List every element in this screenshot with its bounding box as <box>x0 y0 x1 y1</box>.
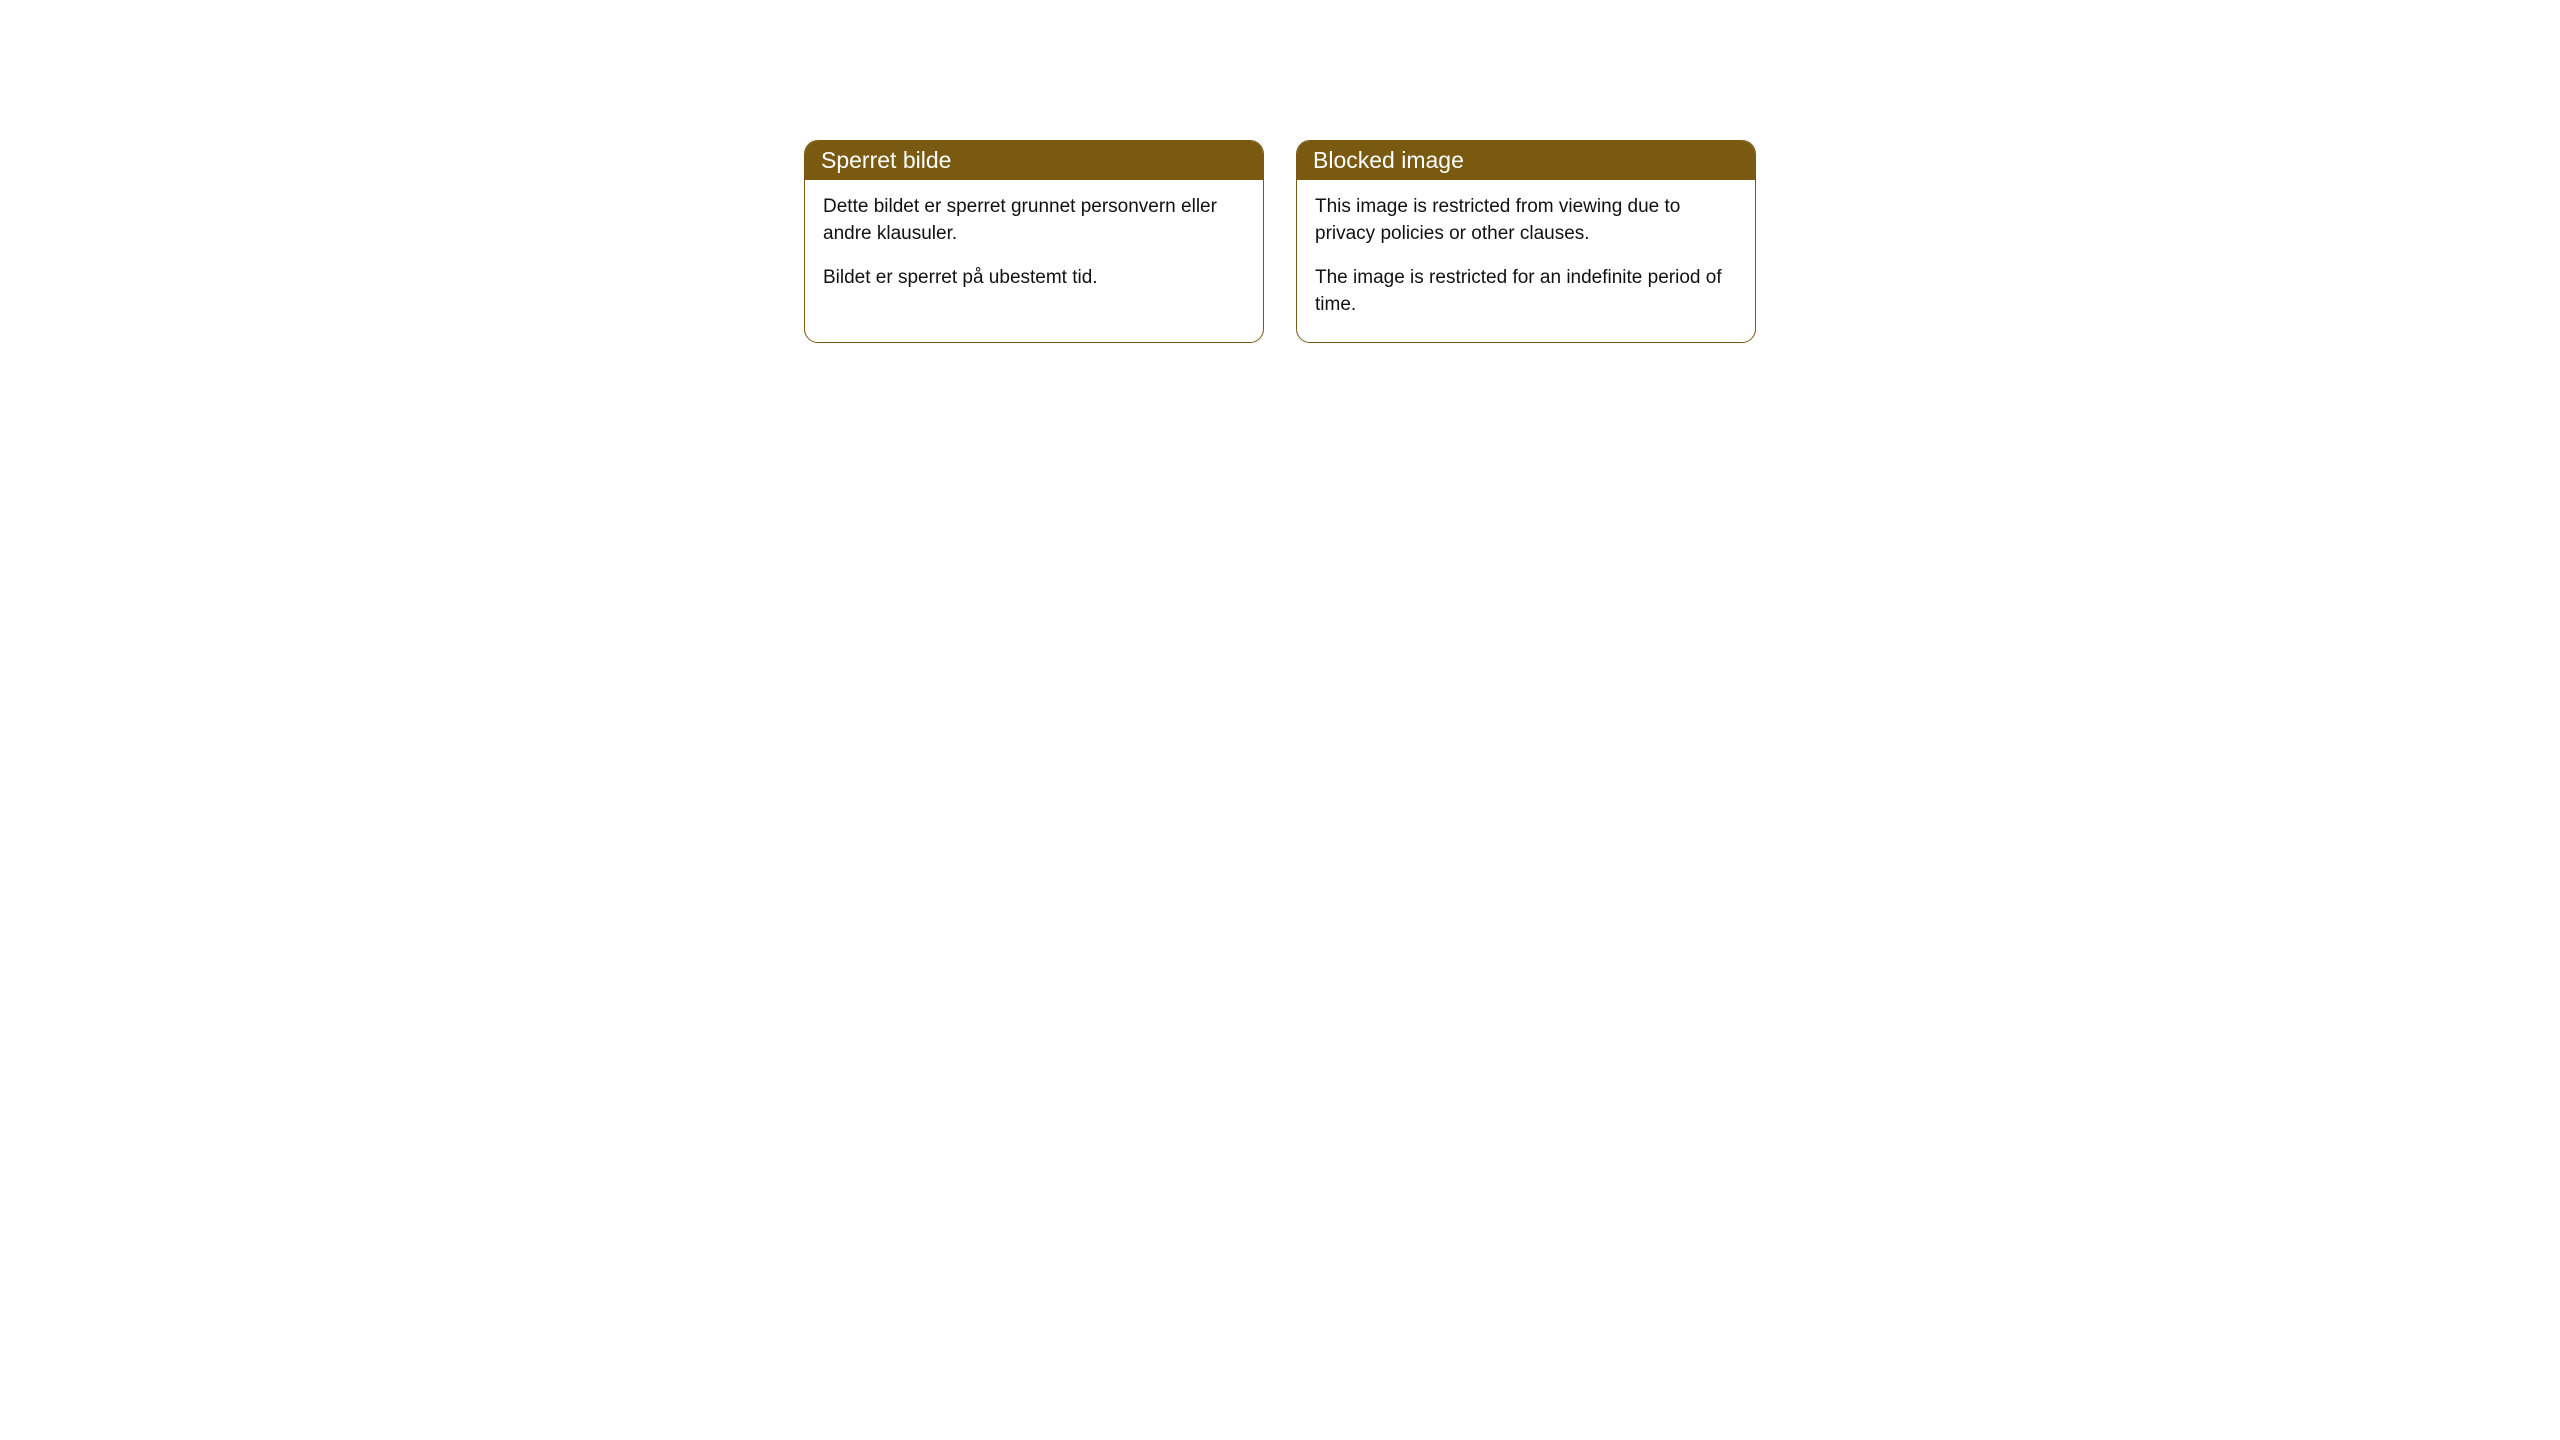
card-header: Sperret bilde <box>805 141 1263 180</box>
card-title: Sperret bilde <box>821 147 951 173</box>
blocked-image-card-no: Sperret bilde Dette bildet er sperret gr… <box>804 140 1264 343</box>
card-header: Blocked image <box>1297 141 1755 180</box>
card-paragraph: Bildet er sperret på ubestemt tid. <box>823 265 1245 292</box>
card-body: This image is restricted from viewing du… <box>1297 180 1755 342</box>
card-body: Dette bildet er sperret grunnet personve… <box>805 180 1263 316</box>
card-paragraph: Dette bildet er sperret grunnet personve… <box>823 194 1245 247</box>
blocked-image-card-en: Blocked image This image is restricted f… <box>1296 140 1756 343</box>
card-paragraph: This image is restricted from viewing du… <box>1315 194 1737 247</box>
card-paragraph: The image is restricted for an indefinit… <box>1315 265 1737 318</box>
card-title: Blocked image <box>1313 147 1464 173</box>
